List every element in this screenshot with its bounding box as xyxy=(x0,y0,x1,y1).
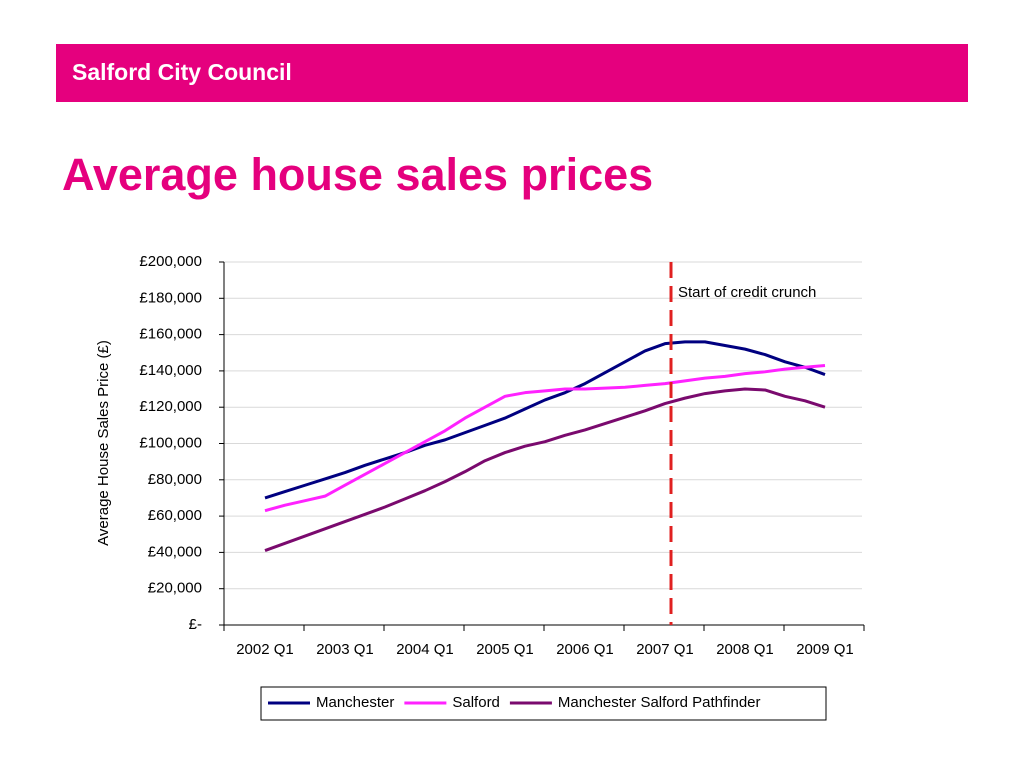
y-tick-label: £140,000 xyxy=(139,362,202,379)
series-line xyxy=(264,363,826,513)
y-tick-label: £160,000 xyxy=(139,326,202,343)
slide-title: Average house sales prices xyxy=(62,149,653,200)
banner xyxy=(56,44,968,102)
x-tick-label: 2002 Q1 xyxy=(236,641,294,658)
x-tick-label: 2003 Q1 xyxy=(316,641,374,658)
x-tick-label: 2009 Q1 xyxy=(796,641,854,658)
y-axis-label: Average House Sales Price (£) xyxy=(95,340,112,546)
legend-label: Manchester Salford Pathfinder xyxy=(558,694,761,711)
annotation-text: Start of credit crunch xyxy=(678,284,816,301)
series-line xyxy=(264,387,826,552)
legend-label: Manchester xyxy=(316,694,394,711)
x-tick-label: 2007 Q1 xyxy=(636,641,694,658)
legend-label: Salford xyxy=(452,694,500,711)
y-tick-label: £100,000 xyxy=(139,434,202,451)
x-tick-label: 2008 Q1 xyxy=(716,641,774,658)
x-tick-label: 2004 Q1 xyxy=(396,641,454,658)
y-tick-label: £200,000 xyxy=(139,253,202,270)
y-tick-label: £60,000 xyxy=(148,507,202,524)
legend-box xyxy=(260,686,827,721)
banner-text: Salford City Council xyxy=(72,59,292,85)
y-tick-label: £120,000 xyxy=(139,398,202,415)
y-tick-label: £20,000 xyxy=(148,580,202,597)
series-line xyxy=(264,340,826,500)
x-tick-label: 2006 Q1 xyxy=(556,641,614,658)
y-tick-label: £180,000 xyxy=(139,289,202,306)
y-tick-label: £40,000 xyxy=(148,543,202,560)
y-tick-label: £- xyxy=(189,616,202,633)
y-tick-label: £80,000 xyxy=(148,471,202,488)
x-tick-label: 2005 Q1 xyxy=(476,641,534,658)
